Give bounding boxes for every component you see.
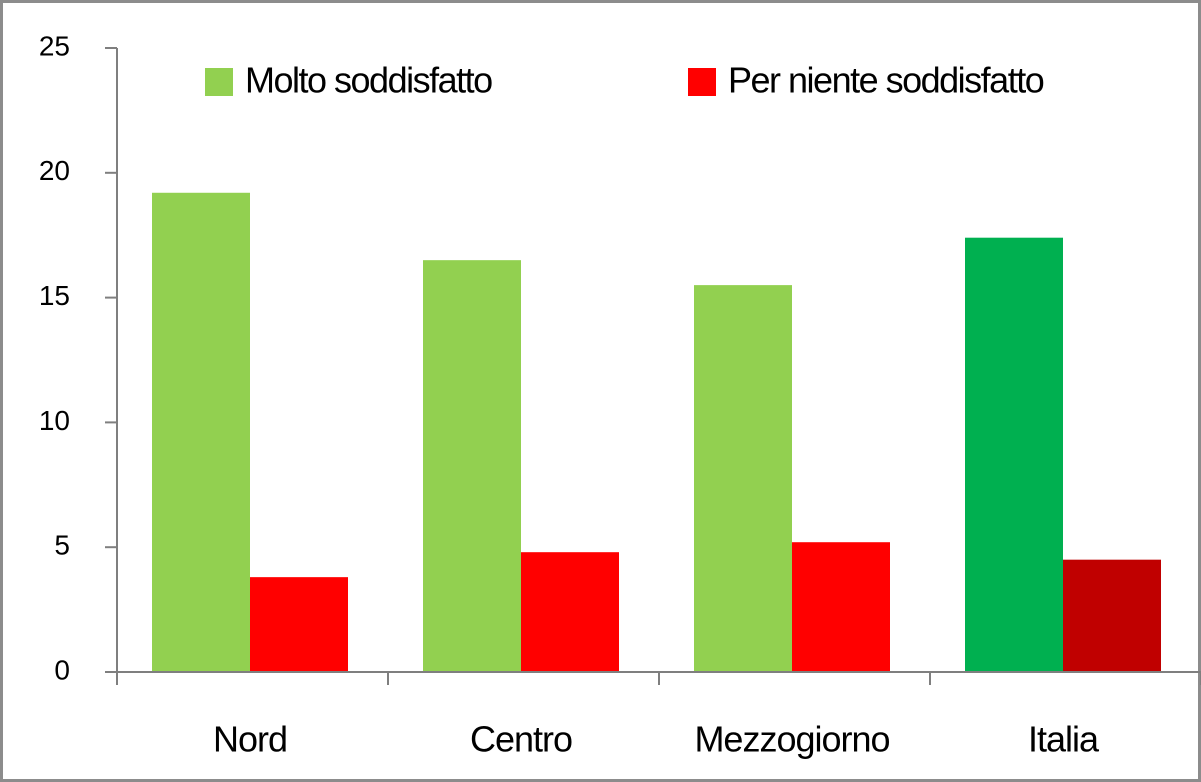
x-tick-label: Italia [1028,719,1100,760]
y-tick-label: 5 [54,530,70,561]
bar [965,237,1063,673]
y-tick-label: 20 [39,155,70,186]
bar [1063,559,1161,672]
legend-swatch [205,68,233,96]
bar [250,577,348,672]
y-tick-label: 0 [54,654,70,685]
y-tick-label: 15 [39,280,70,311]
legend-swatch [688,68,716,96]
x-tick-label: Centro [470,719,572,760]
y-tick-label: 25 [39,30,70,61]
x-tick-label: Nord [213,719,287,760]
y-tick-label: 10 [39,405,70,436]
bar [694,285,792,672]
bar [423,260,521,672]
bar [521,552,619,672]
legend-label: Per niente soddisfatto [728,60,1044,101]
bar [792,542,890,672]
x-tick-label: Mezzogiorno [694,719,889,760]
bar [152,192,250,672]
legend-label: Molto soddisfatto [245,60,492,101]
